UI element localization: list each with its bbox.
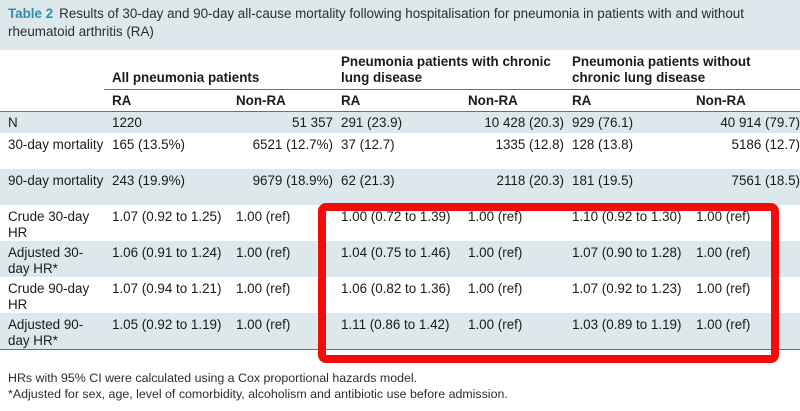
table-cell: 1.11 (0.86 to 1.42) [333, 313, 460, 350]
table-cell: 1.06 (0.82 to 1.36) [341, 281, 451, 296]
table-row: Crude 30-day HR 1.07 (0.92 to 1.25) 1.00… [0, 205, 800, 241]
subheader-row: RA Non-RA RA Non-RA RA Non-RA [0, 89, 800, 112]
table-cell: 2118 (20.3) [460, 169, 564, 205]
table-footnotes: HRs with 95% CI were calculated using a … [8, 370, 508, 402]
group-header-chronic: Pneumonia patients with chronic lung dis… [333, 50, 564, 90]
table-cell: 1.00 (ref) [236, 281, 291, 296]
row-label: 90-day mortality [0, 169, 104, 205]
subheader-ra: RA [104, 89, 228, 112]
table-cell: 1.00 (ref) [468, 209, 523, 224]
table-cell: 291 (23.9) [333, 111, 460, 133]
row-label: Crude 90-day HR [8, 281, 90, 312]
table-cell: 7561 (18.5) [688, 169, 800, 205]
table-cell: 1.00 (ref) [228, 313, 333, 350]
table-cell: 40 914 (79.7) [688, 111, 800, 133]
row-label: 30-day mortality [8, 137, 104, 152]
table-cell: 1.07 (0.92 to 1.25) [112, 209, 222, 224]
table-cell: 1.07 (0.92 to 1.23) [572, 281, 682, 296]
table-row: Adjusted 90-day HR* 1.05 (0.92 to 1.19) … [0, 313, 800, 350]
table-cell: 1.04 (0.75 to 1.46) [333, 241, 460, 277]
table-cell: 1.00 (ref) [688, 313, 800, 350]
subheader-ra: RA [333, 89, 460, 112]
row-label: Adjusted 90-day HR* [0, 313, 104, 350]
group-header-without: Pneumonia patients without chronic lung … [564, 50, 800, 90]
footnote-adjusted: *Adjusted for sex, age, level of comorbi… [8, 387, 508, 401]
row-label: Adjusted 30-day HR* [0, 241, 104, 277]
table-title: Results of 30-day and 90-day all-cause m… [8, 6, 744, 39]
empty-corner-cell [0, 50, 104, 89]
row-label: Crude 30-day HR [8, 209, 90, 240]
table-row: Adjusted 30-day HR* 1.06 (0.91 to 1.24) … [0, 241, 800, 277]
table-cell: 62 (21.3) [333, 169, 460, 205]
table-row: 30-day mortality 165 (13.5%) 6521 (12.7%… [0, 133, 800, 169]
subheader-non-ra: Non-RA [228, 89, 333, 112]
table-cell: 1.00 (ref) [460, 241, 564, 277]
table-row: N 1220 51 357 291 (23.9) 10 428 (20.3) 9… [0, 111, 800, 133]
table-cell: 243 (19.9%) [104, 169, 228, 205]
footnote-hr: HRs with 95% CI were calculated using a … [8, 371, 418, 385]
table-cell: 1.00 (ref) [228, 241, 333, 277]
table-cell: 1.00 (ref) [460, 313, 564, 350]
table-cell: 1.03 (0.89 to 1.19) [564, 313, 688, 350]
subheader-non-ra: Non-RA [460, 89, 564, 112]
row-label: N [0, 111, 104, 133]
table-cell: 1.07 (0.90 to 1.28) [564, 241, 688, 277]
table-cell: 1.00 (ref) [696, 209, 751, 224]
table-cell: 5186 (12.7) [731, 137, 800, 152]
subheader-ra: RA [564, 89, 688, 112]
table-cell: 1.00 (ref) [688, 241, 800, 277]
table-cell: 181 (19.5) [564, 169, 688, 205]
table-caption: Table 2 Results of 30-day and 90-day all-… [0, 0, 800, 50]
table-cell: 1220 [104, 111, 228, 133]
table-cell: 1.07 (0.94 to 1.21) [112, 281, 222, 296]
table-cell: 1.05 (0.92 to 1.19) [104, 313, 228, 350]
table-cell: 10 428 (20.3) [460, 111, 564, 133]
table-cell: 128 (13.8) [572, 137, 634, 152]
group-header-row: All pneumonia patients Pneumonia patient… [0, 50, 800, 90]
table-cell: 1.10 (0.92 to 1.30) [572, 209, 682, 224]
table-cell: 1335 (12.8) [495, 137, 565, 152]
table-cell: 1.00 (ref) [236, 209, 291, 224]
subheader-non-ra: Non-RA [688, 89, 800, 112]
table-cell: 929 (76.1) [564, 111, 688, 133]
table-label: Table 2 [8, 6, 54, 21]
group-header-all: All pneumonia patients [104, 50, 333, 90]
table-row: Crude 90-day HR 1.07 (0.94 to 1.21) 1.00… [0, 277, 800, 313]
empty-subheader-cell [0, 89, 104, 112]
table-cell: 6521 (12.7%) [252, 137, 333, 152]
table-cell: 1.00 (ref) [468, 281, 523, 296]
table-cell: 51 357 [228, 111, 333, 133]
table-cell: 37 (12.7) [341, 137, 395, 152]
mortality-table: All pneumonia patients Pneumonia patient… [0, 50, 800, 350]
table-cell: 9679 (18.9%) [228, 169, 333, 205]
table-row: 90-day mortality 243 (19.9%) 9679 (18.9%… [0, 169, 800, 205]
table-cell: 1.06 (0.91 to 1.24) [104, 241, 228, 277]
table-cell: 1.00 (0.72 to 1.39) [341, 209, 451, 224]
table-cell: 1.00 (ref) [696, 281, 751, 296]
table-cell: 165 (13.5%) [112, 137, 185, 152]
